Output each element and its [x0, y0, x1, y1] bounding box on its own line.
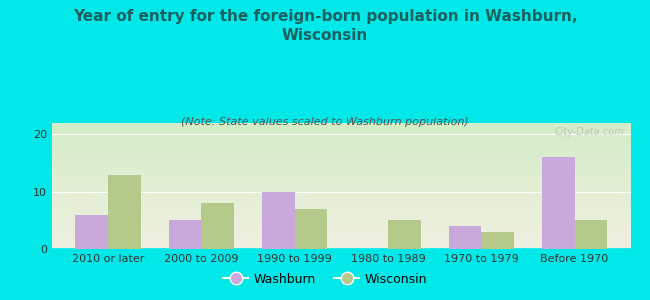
Bar — [108, 175, 140, 249]
Bar — [75, 214, 108, 249]
Bar — [202, 203, 234, 249]
Text: City-Data.com: City-Data.com — [555, 127, 625, 137]
Bar — [575, 220, 607, 249]
Bar — [448, 226, 481, 249]
Bar — [388, 220, 421, 249]
Bar — [262, 192, 294, 249]
Bar — [294, 209, 327, 249]
Text: Year of entry for the foreign-born population in Washburn,
Wisconsin: Year of entry for the foreign-born popul… — [73, 9, 577, 43]
Bar — [168, 220, 202, 249]
Text: (Note: State values scaled to Washburn population): (Note: State values scaled to Washburn p… — [181, 117, 469, 127]
Bar — [481, 232, 514, 249]
Legend: Washburn, Wisconsin: Washburn, Wisconsin — [218, 268, 432, 291]
Bar — [542, 158, 575, 249]
